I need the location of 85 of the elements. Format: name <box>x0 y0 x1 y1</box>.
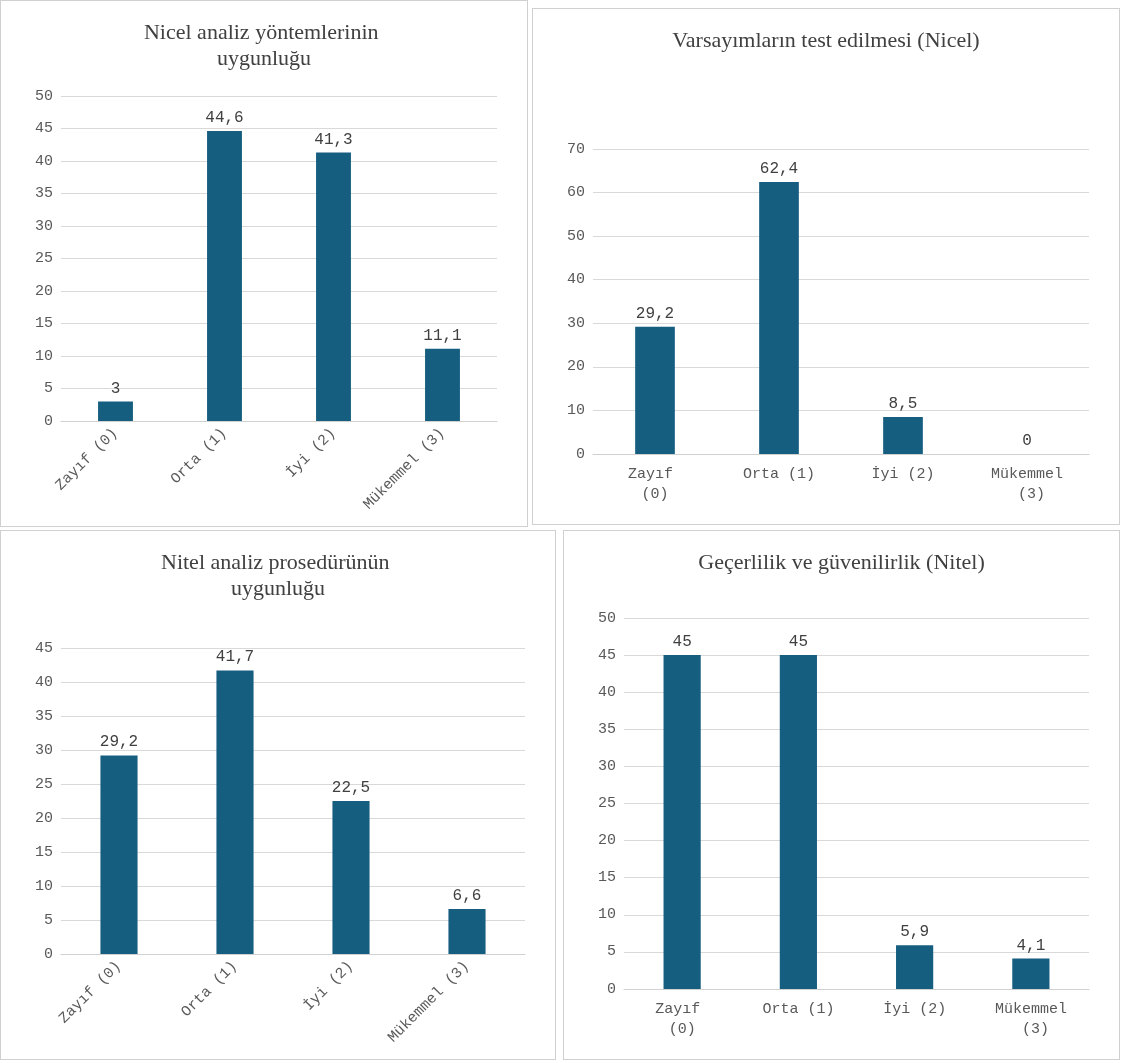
y-tick-label: 5 <box>43 911 53 929</box>
y-tick-label: 20 <box>597 832 616 850</box>
bar <box>1012 958 1050 989</box>
bar <box>316 152 351 421</box>
x-tick-label: Mükemmel (3) <box>990 465 1064 503</box>
y-tick-label: 40 <box>34 152 53 170</box>
x-tick-label: Mükemmel (3) <box>994 1000 1067 1038</box>
y-tick-label: 15 <box>34 315 53 332</box>
x-tick-label: İyi (2) <box>871 464 935 483</box>
bar <box>896 945 934 989</box>
y-tick-label: 70 <box>566 140 585 158</box>
y-tick-label: 50 <box>597 609 616 627</box>
y-tick-label: 25 <box>597 795 616 812</box>
y-tick-label: 0 <box>43 412 53 430</box>
y-tick-label: 40 <box>566 271 585 289</box>
y-tick-label: 25 <box>34 775 53 793</box>
bar <box>207 131 242 421</box>
y-tick-label: 45 <box>34 120 53 137</box>
data-label: 41,3 <box>314 130 353 149</box>
chart-title: Nitel analiz prosedürünün uygunluğu <box>161 548 395 600</box>
data-label: 6,6 <box>452 887 482 906</box>
chart-title: Varsayımların test edilmesi (Nicel) <box>672 26 980 52</box>
y-tick-label: 0 <box>43 945 53 963</box>
y-tick-label: 10 <box>566 401 585 419</box>
y-tick-label: 30 <box>566 314 585 332</box>
data-label: 29,2 <box>99 733 139 752</box>
x-tick-label: Zayıf (0) <box>627 465 683 503</box>
data-label: 5,9 <box>900 923 930 942</box>
y-tick-label: 30 <box>34 741 53 759</box>
y-tick-label: 40 <box>597 683 616 701</box>
y-tick-label: 35 <box>34 707 53 725</box>
y-tick-label: 50 <box>34 87 53 105</box>
y-tick-label: 35 <box>597 720 616 738</box>
bar <box>448 909 486 954</box>
y-tick-label: 15 <box>34 843 53 861</box>
data-label: 45 <box>788 633 808 652</box>
y-tick-label: 5 <box>606 943 616 961</box>
bar <box>663 655 701 989</box>
bar <box>759 182 799 454</box>
y-tick-label: 20 <box>34 282 53 300</box>
y-tick-label: 50 <box>566 227 585 245</box>
bar <box>332 801 370 954</box>
y-tick-label: 25 <box>34 250 53 267</box>
x-tick-label: Zayıf (0) <box>655 1000 710 1038</box>
bar <box>635 326 675 454</box>
bar <box>216 670 254 954</box>
y-tick-label: 60 <box>566 184 585 202</box>
y-tick-label: 0 <box>575 445 585 463</box>
data-label: 3 <box>110 379 121 398</box>
data-label: 44,6 <box>205 109 244 128</box>
y-tick-label: 35 <box>34 185 53 202</box>
y-tick-label: 10 <box>34 347 53 365</box>
bar <box>779 655 817 989</box>
x-tick-label: Orta (1) <box>742 465 816 483</box>
data-label: 4,1 <box>1016 936 1046 955</box>
data-label: 41,7 <box>215 648 255 667</box>
y-tick-label: 0 <box>606 980 616 998</box>
x-tick-label: İyi (2) <box>883 999 947 1018</box>
data-label: 8,5 <box>888 394 918 413</box>
y-tick-label: 30 <box>34 217 53 235</box>
y-tick-label: 10 <box>597 906 616 924</box>
x-tick-label: İyi (2) <box>282 424 340 482</box>
y-tick-label: 20 <box>566 358 585 376</box>
y-tick-label: 10 <box>34 877 53 895</box>
y-tick-label: 15 <box>597 869 616 887</box>
chart-title: Nicel analiz yöntemlerinin uygunluğu <box>143 18 385 70</box>
y-tick-label: 45 <box>34 639 53 657</box>
data-label: 11,1 <box>423 326 462 345</box>
y-tick-label: 5 <box>43 380 53 397</box>
bar <box>883 416 923 454</box>
x-tick-label: İyi (2) <box>299 957 358 1015</box>
data-label: 62,4 <box>759 160 799 179</box>
x-tick-label: Orta (1) <box>762 1000 835 1018</box>
y-tick-label: 40 <box>34 673 53 691</box>
data-label: 22,5 <box>331 779 371 797</box>
bar <box>425 348 460 421</box>
y-tick-label: 45 <box>597 646 616 664</box>
data-label: 29,2 <box>635 304 675 323</box>
chart-title: Geçerlilik ve güvenilirlik (Nitel) <box>698 548 985 574</box>
bar <box>98 401 133 421</box>
y-tick-label: 20 <box>34 809 53 827</box>
bar <box>100 755 138 954</box>
data-label: 45 <box>672 633 692 652</box>
y-tick-label: 30 <box>597 757 616 775</box>
data-label: 0 <box>1022 432 1032 450</box>
